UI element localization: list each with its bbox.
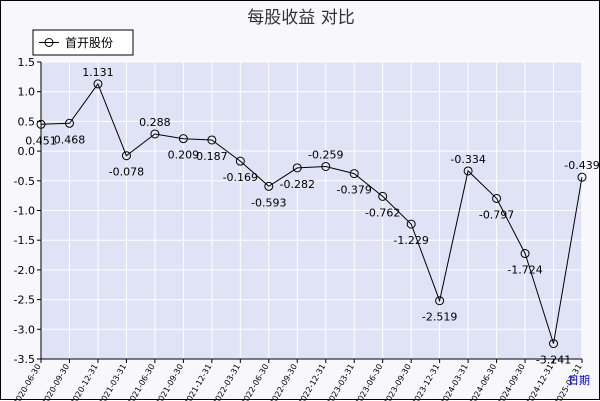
- data-label: -0.797: [479, 208, 514, 221]
- x-tick-label: 2021-09-30: [154, 363, 185, 401]
- data-label: -3.241: [536, 354, 571, 367]
- data-label: -2.519: [422, 311, 457, 324]
- y-tick-label: -3.5: [14, 353, 35, 366]
- data-label: -1.724: [507, 264, 542, 277]
- data-label: 1.131: [82, 66, 114, 79]
- y-tick-label: 0.5: [18, 115, 36, 128]
- legend: 首开股份: [33, 30, 133, 55]
- data-label: 0.288: [139, 116, 171, 129]
- period-label: 日期: [568, 374, 590, 387]
- x-tick-label: 2024-03-31: [439, 362, 470, 401]
- x-tick-label: 2020-12-31: [69, 363, 100, 401]
- x-tick-label: 2021-06-30: [126, 363, 157, 401]
- legend-series-name: 首开股份: [65, 36, 113, 50]
- x-tick-label: 2024-09-30: [496, 363, 527, 401]
- data-label: -0.259: [308, 148, 343, 161]
- x-tick-label: 2023-03-31: [325, 363, 356, 401]
- data-label: 0.187: [196, 150, 228, 163]
- data-label: -1.229: [393, 234, 428, 247]
- data-label: -0.282: [280, 178, 315, 191]
- data-label: -0.439: [564, 159, 599, 172]
- data-label: 0.468: [54, 133, 86, 146]
- x-tick-label: 2020-06-30: [12, 363, 43, 401]
- x-tick-label: 2023-06-30: [353, 363, 384, 401]
- x-tick-label: 2022-03-31: [211, 363, 242, 401]
- y-tick-label: -3.0: [14, 323, 35, 336]
- x-tick-label: 2024-12-31: [524, 363, 555, 401]
- data-label: -0.379: [336, 184, 371, 197]
- x-tick-label: 2020-09-30: [40, 363, 71, 401]
- data-label: -0.078: [109, 166, 144, 179]
- y-tick-label: -2.5: [14, 294, 35, 307]
- x-tick-label: 2022-09-30: [268, 363, 299, 401]
- data-label: -0.334: [450, 153, 485, 166]
- y-tick-labels: 1.51.00.50.0-0.5-1.0-1.5-2.0-2.5-3.0-3.5: [14, 56, 41, 366]
- y-tick-label: -1.0: [14, 205, 35, 218]
- x-tick-label: 2022-12-31: [296, 363, 327, 401]
- x-tick-labels: 2020-06-302020-09-302020-12-312021-03-31…: [12, 359, 584, 401]
- x-tick-label: 2022-06-30: [239, 363, 270, 401]
- x-tick-label: 2024-06-30: [467, 363, 498, 401]
- x-tick-label: 2023-12-31: [410, 363, 441, 401]
- data-label: 0.209: [168, 149, 200, 162]
- x-tick-label: 2023-09-30: [382, 363, 413, 401]
- y-tick-label: -1.5: [14, 234, 35, 247]
- y-tick-label: 1.0: [18, 86, 36, 99]
- y-tick-label: -0.5: [14, 175, 35, 188]
- y-tick-label: 1.5: [18, 56, 36, 69]
- data-label: -0.762: [365, 206, 400, 219]
- chart-title: 每股收益 对比: [247, 8, 354, 28]
- data-label: -0.593: [251, 196, 286, 209]
- x-tick-label: 2021-03-31: [97, 363, 128, 401]
- data-label: -0.169: [223, 171, 258, 184]
- x-tick-label: 2021-12-31: [183, 363, 214, 401]
- data-label: 0.451: [25, 134, 57, 147]
- y-tick-label: -2.0: [14, 264, 35, 277]
